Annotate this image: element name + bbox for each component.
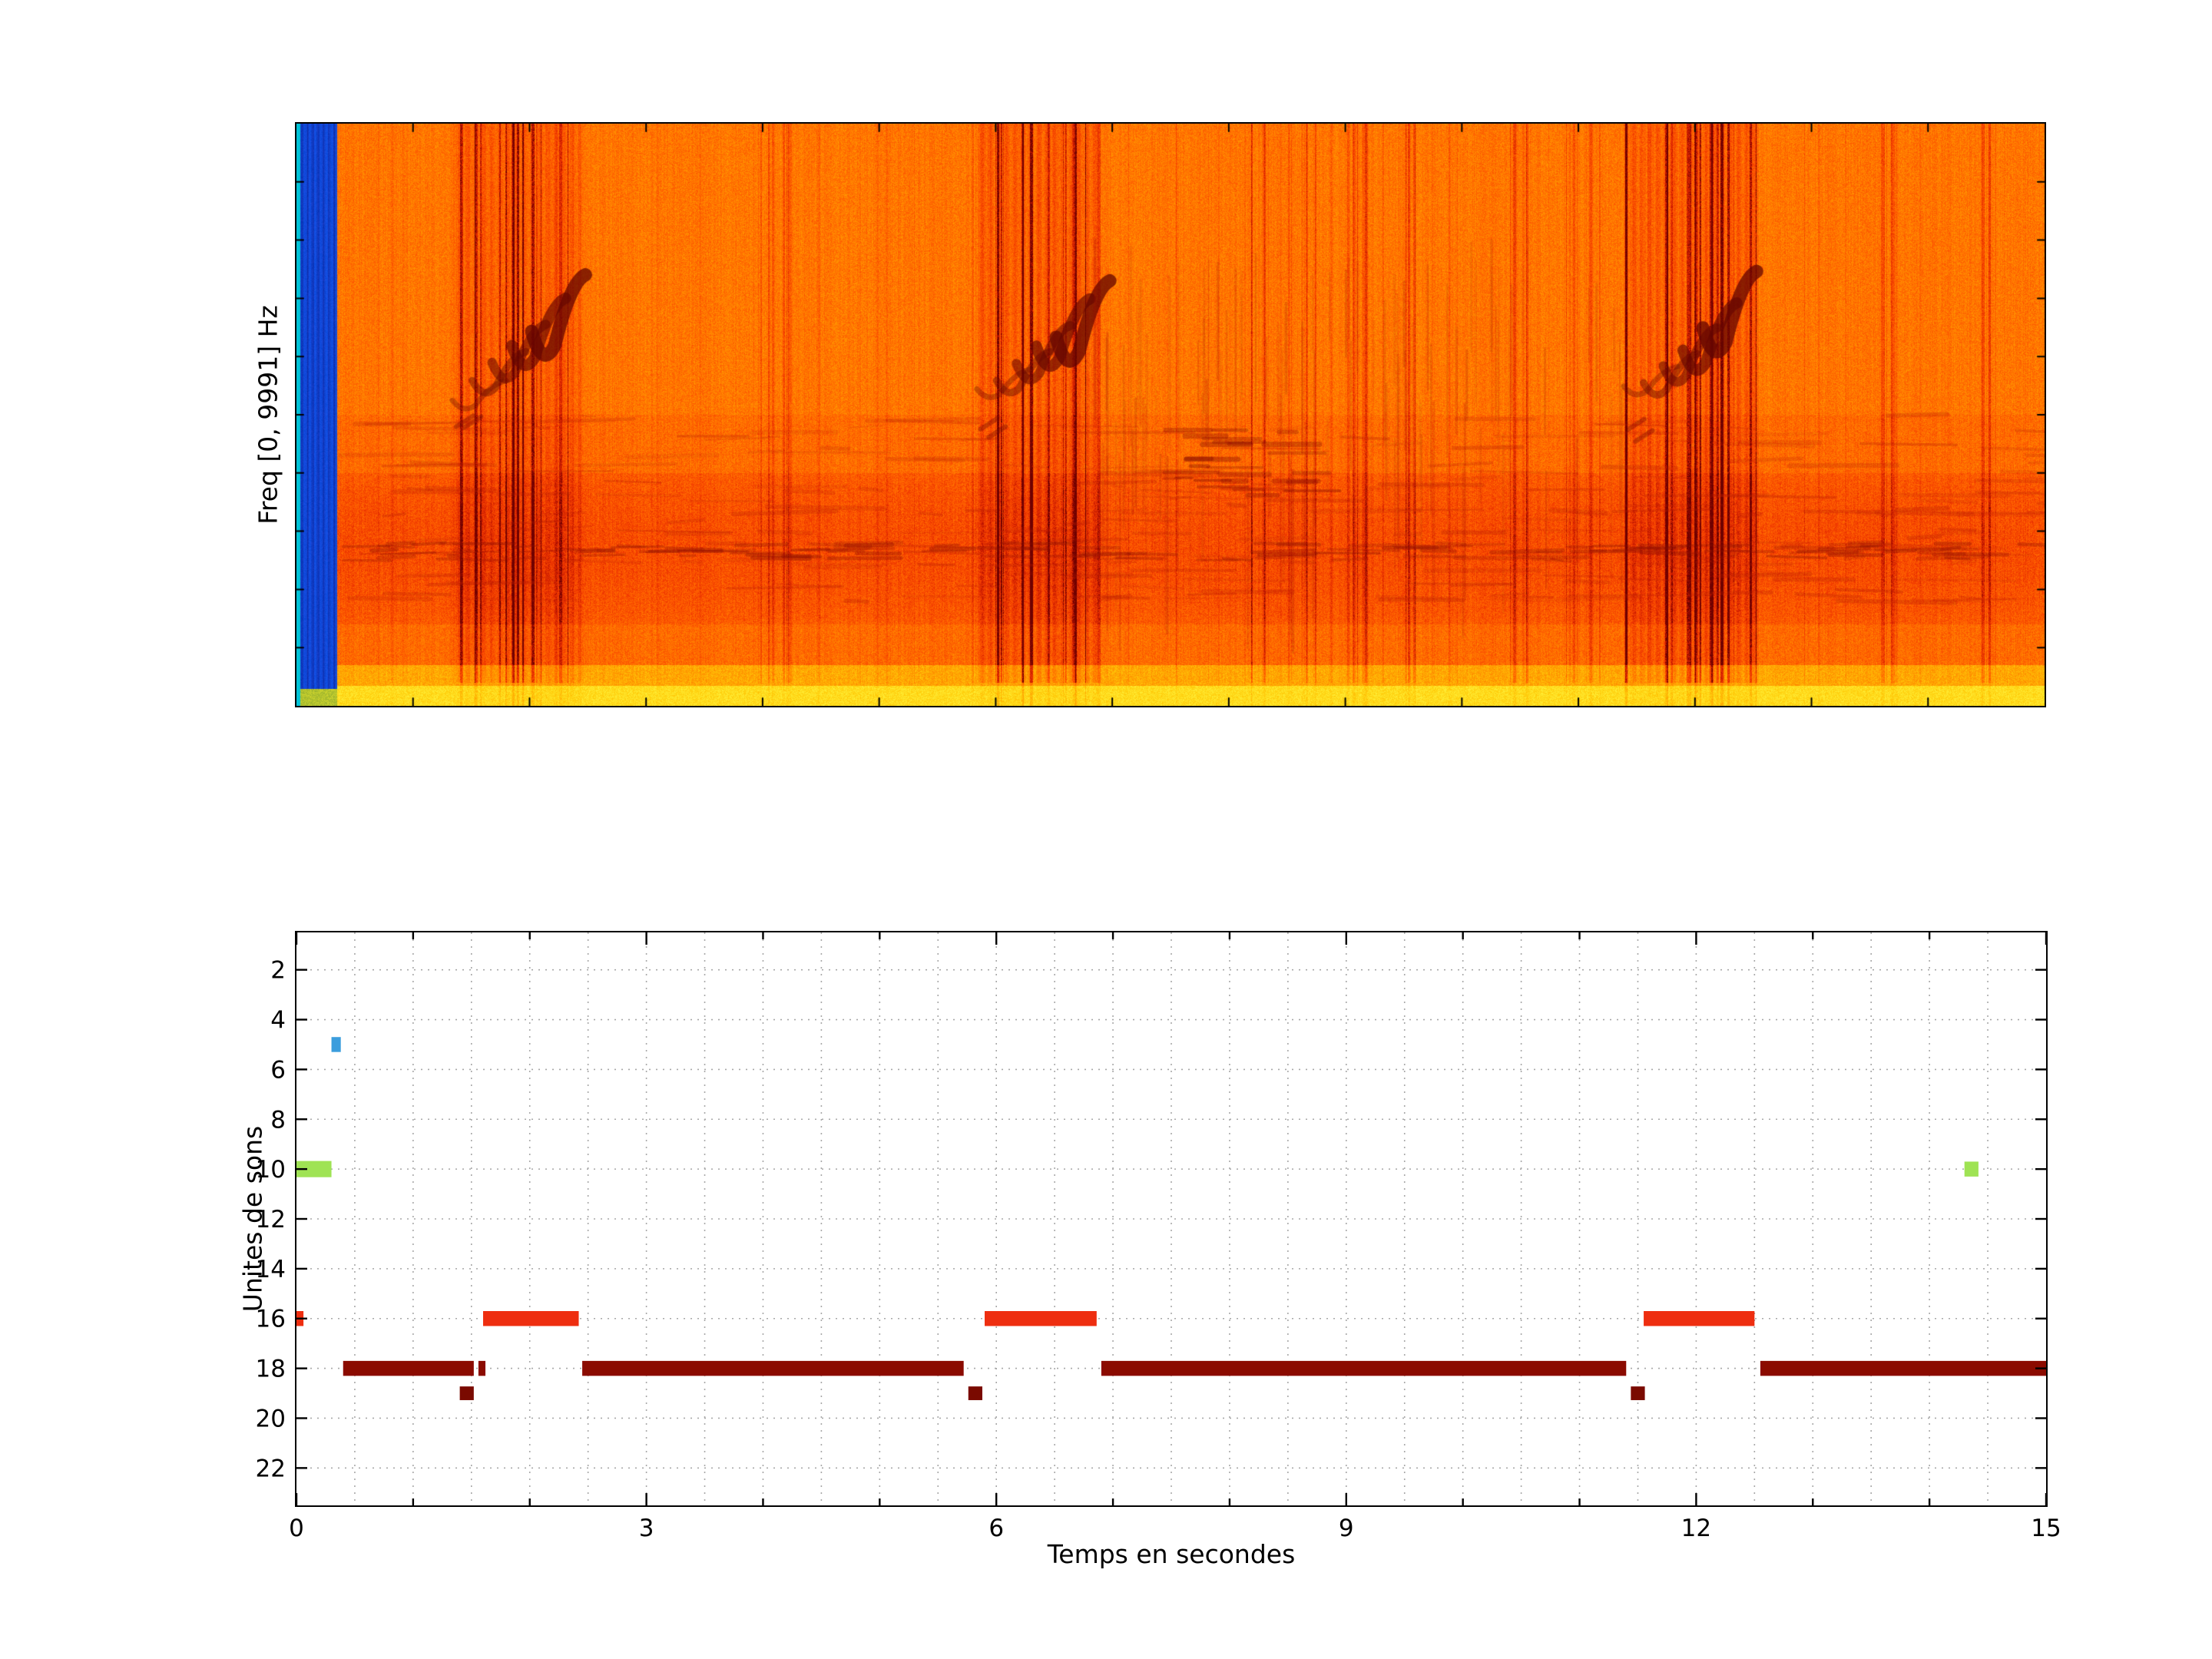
sound-unit-segment: [968, 1386, 982, 1400]
x-tick-label: 3: [639, 1515, 654, 1542]
y-tick-label: 20: [256, 1405, 286, 1432]
y-tick-label: 6: [270, 1056, 286, 1084]
y-tick-label: 2: [270, 957, 286, 985]
sound-unit-segment: [459, 1386, 474, 1400]
x-tick-label: 9: [1339, 1515, 1354, 1542]
sound-unit-segment: [331, 1037, 341, 1052]
y-tick-label: 14: [256, 1256, 286, 1283]
sound-unit-segment: [1101, 1360, 1627, 1376]
spectrogram-ylabel: Freq [0, 9991] Hz: [253, 305, 283, 525]
units-chart: 0 3 6 9 12 15 2 4 6 8 10 12 14 16 18 20 22: [256, 932, 2061, 1542]
sound-unit-segment: [1631, 1386, 1645, 1400]
sound-unit-segment: [1644, 1311, 1755, 1326]
y-tick-label: 12: [256, 1206, 286, 1233]
units-xlabel: Temps en secondes: [1047, 1539, 1296, 1569]
y-tick-label: 18: [256, 1356, 286, 1383]
sound-unit-segment: [478, 1360, 486, 1376]
spectrogram-plot: [295, 122, 2046, 707]
y-tick-label: 10: [256, 1156, 286, 1184]
x-tick-label: 15: [2031, 1515, 2061, 1542]
sound-unit-segment: [1964, 1161, 1979, 1177]
y-tick-label: 4: [270, 1007, 286, 1035]
x-tick-label: 12: [1681, 1515, 1711, 1542]
sound-unit-segment: [296, 1161, 332, 1177]
sound-unit-segment: [343, 1360, 474, 1376]
x-tick-label: 6: [988, 1515, 1004, 1542]
sound-unit-segment: [1760, 1360, 2046, 1376]
units-plot: 0 3 6 9 12 15 2 4 6 8 10 12 14 16 18 20 22: [256, 931, 2061, 1542]
y-tick-label: 16: [256, 1306, 286, 1333]
sound-unit-segment: [582, 1360, 964, 1376]
y-tick-label: 8: [270, 1106, 286, 1134]
x-tick-label: 0: [289, 1515, 304, 1542]
sound-unit-segment: [985, 1311, 1097, 1326]
sound-unit-segment: [482, 1311, 579, 1326]
y-tick-label: 22: [256, 1455, 286, 1482]
spectrogram-image: [296, 124, 2045, 706]
